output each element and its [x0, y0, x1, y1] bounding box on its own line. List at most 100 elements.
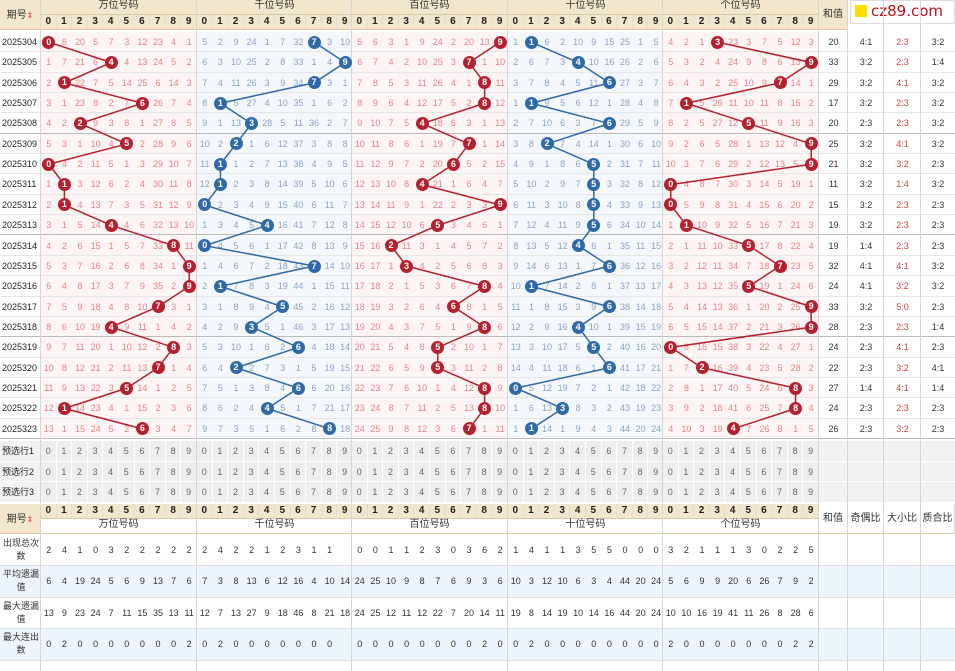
preselect-digit-cell[interactable]: 0	[663, 482, 678, 502]
preselect-digit-cell[interactable]: 1	[56, 461, 72, 481]
preselect-digit-cell[interactable]: 0	[663, 461, 678, 481]
preselect-digit-cell[interactable]: 3	[87, 441, 103, 461]
preselect-digit-cell[interactable]: 2	[694, 482, 709, 502]
preselect-digit-cell[interactable]: 4	[414, 461, 429, 481]
preselect-digit-cell[interactable]: 8	[476, 461, 492, 481]
site-logo[interactable]: cz89.com	[850, 0, 955, 24]
issue-column-footer[interactable]: 期号⇕	[0, 503, 41, 534]
preselect-digit-cell[interactable]: 4	[103, 441, 118, 461]
preselect-digit-cell[interactable]: 8	[165, 461, 181, 481]
preselect-digit-cell[interactable]: 4	[725, 482, 740, 502]
preselect-digit-cell[interactable]: 0	[352, 441, 367, 461]
preselect-digit-cell[interactable]: 7	[772, 441, 787, 461]
preselect-digit-cell[interactable]: 5	[430, 482, 445, 502]
preselect-digit-cell[interactable]: 9	[337, 482, 352, 502]
preselect-digit-cell[interactable]: 5	[275, 461, 290, 481]
preselect-digit-cell[interactable]: 4	[725, 441, 740, 461]
preselect-digit-cell[interactable]: 1	[678, 482, 694, 502]
preselect-digit-cell[interactable]: 4	[103, 461, 118, 481]
preselect-digit-cell[interactable]: 0	[508, 461, 523, 481]
preselect-digit-cell[interactable]: 5	[586, 482, 601, 502]
preselect-digit-cell[interactable]: 8	[165, 482, 181, 502]
preselect-digit-cell[interactable]: 7	[617, 441, 632, 461]
preselect-digit-cell[interactable]: 3	[398, 461, 414, 481]
preselect-digit-cell[interactable]: 2	[539, 461, 554, 481]
preselect-digit-cell[interactable]: 1	[523, 441, 539, 461]
preselect-digit-cell[interactable]: 3	[87, 482, 103, 502]
preselect-digit-cell[interactable]: 9	[492, 461, 507, 481]
preselect-digit-cell[interactable]: 2	[228, 482, 243, 502]
preselect-digit-cell[interactable]: 0	[663, 441, 678, 461]
preselect-digit-cell[interactable]: 5	[119, 461, 134, 481]
preselect-digit-cell[interactable]: 7	[150, 482, 165, 502]
preselect-digit-cell[interactable]: 2	[383, 482, 398, 502]
preselect-digit-cell[interactable]: 2	[539, 441, 554, 461]
preselect-digit-cell[interactable]: 6	[756, 441, 772, 461]
preselect-digit-cell[interactable]: 4	[259, 441, 274, 461]
preselect-digit-cell[interactable]: 6	[445, 441, 461, 461]
sort-arrows-icon[interactable]: ⇕	[26, 514, 34, 524]
preselect-digit-cell[interactable]: 2	[72, 482, 87, 502]
preselect-digit-cell[interactable]: 0	[197, 441, 212, 461]
preselect-digit-cell[interactable]: 8	[787, 441, 803, 461]
preselect-digit-cell[interactable]: 7	[306, 441, 321, 461]
preselect-digit-cell[interactable]: 7	[617, 482, 632, 502]
preselect-digit-cell[interactable]: 5	[275, 482, 290, 502]
preselect-digit-cell[interactable]: 8	[632, 482, 648, 502]
preselect-digit-cell[interactable]: 9	[492, 482, 507, 502]
preselect-digit-cell[interactable]: 6	[290, 441, 306, 461]
preselect-digit-cell[interactable]: 5	[741, 441, 756, 461]
preselect-digit-cell[interactable]: 7	[461, 482, 476, 502]
preselect-digit-cell[interactable]: 1	[678, 441, 694, 461]
preselect-digit-cell[interactable]: 8	[787, 461, 803, 481]
preselect-digit-cell[interactable]: 5	[275, 441, 290, 461]
sort-arrows-icon[interactable]: ⇕	[26, 11, 34, 20]
preselect-digit-cell[interactable]: 0	[197, 482, 212, 502]
preselect-digit-cell[interactable]: 1	[678, 461, 694, 481]
preselect-digit-cell[interactable]: 4	[570, 482, 585, 502]
preselect-digit-cell[interactable]: 5	[741, 482, 756, 502]
preselect-digit-cell[interactable]: 8	[632, 441, 648, 461]
preselect-digit-cell[interactable]: 1	[212, 461, 228, 481]
preselect-digit-cell[interactable]: 9	[181, 461, 196, 481]
preselect-digit-cell[interactable]: 7	[461, 441, 476, 461]
preselect-digit-cell[interactable]: 4	[414, 441, 429, 461]
preselect-digit-cell[interactable]: 1	[56, 441, 72, 461]
preselect-digit-cell[interactable]: 9	[648, 461, 663, 481]
preselect-digit-cell[interactable]: 5	[586, 461, 601, 481]
preselect-digit-cell[interactable]: 3	[709, 461, 725, 481]
preselect-digit-cell[interactable]: 1	[523, 482, 539, 502]
preselect-digit-cell[interactable]: 7	[306, 482, 321, 502]
preselect-digit-cell[interactable]: 0	[352, 482, 367, 502]
preselect-digit-cell[interactable]: 3	[243, 441, 259, 461]
preselect-digit-cell[interactable]: 3	[398, 441, 414, 461]
preselect-digit-cell[interactable]: 9	[181, 441, 196, 461]
preselect-digit-cell[interactable]: 6	[134, 482, 150, 502]
preselect-digit-cell[interactable]: 1	[212, 482, 228, 502]
preselect-digit-cell[interactable]: 4	[725, 461, 740, 481]
preselect-digit-cell[interactable]: 4	[570, 461, 585, 481]
preselect-digit-cell[interactable]: 6	[756, 482, 772, 502]
preselect-digit-cell[interactable]: 3	[398, 482, 414, 502]
preselect-digit-cell[interactable]: 3	[709, 441, 725, 461]
preselect-digit-cell[interactable]: 7	[461, 461, 476, 481]
preselect-digit-cell[interactable]: 0	[41, 461, 56, 481]
preselect-digit-cell[interactable]: 2	[694, 461, 709, 481]
preselect-digit-cell[interactable]: 9	[648, 441, 663, 461]
preselect-digit-cell[interactable]: 0	[352, 461, 367, 481]
preselect-digit-cell[interactable]: 2	[694, 441, 709, 461]
preselect-digit-cell[interactable]: 2	[383, 441, 398, 461]
preselect-digit-cell[interactable]: 4	[103, 482, 118, 502]
preselect-digit-cell[interactable]: 5	[430, 441, 445, 461]
preselect-digit-cell[interactable]: 3	[709, 482, 725, 502]
preselect-digit-cell[interactable]: 3	[554, 482, 570, 502]
preselect-digit-cell[interactable]: 8	[476, 482, 492, 502]
preselect-digit-cell[interactable]: 0	[197, 461, 212, 481]
preselect-digit-cell[interactable]: 7	[150, 441, 165, 461]
preselect-digit-cell[interactable]: 7	[306, 461, 321, 481]
preselect-digit-cell[interactable]: 1	[367, 482, 383, 502]
preselect-digit-cell[interactable]: 5	[119, 482, 134, 502]
preselect-digit-cell[interactable]: 6	[134, 441, 150, 461]
preselect-digit-cell[interactable]: 8	[321, 482, 337, 502]
issue-column-header[interactable]: 期号⇕	[0, 0, 41, 30]
